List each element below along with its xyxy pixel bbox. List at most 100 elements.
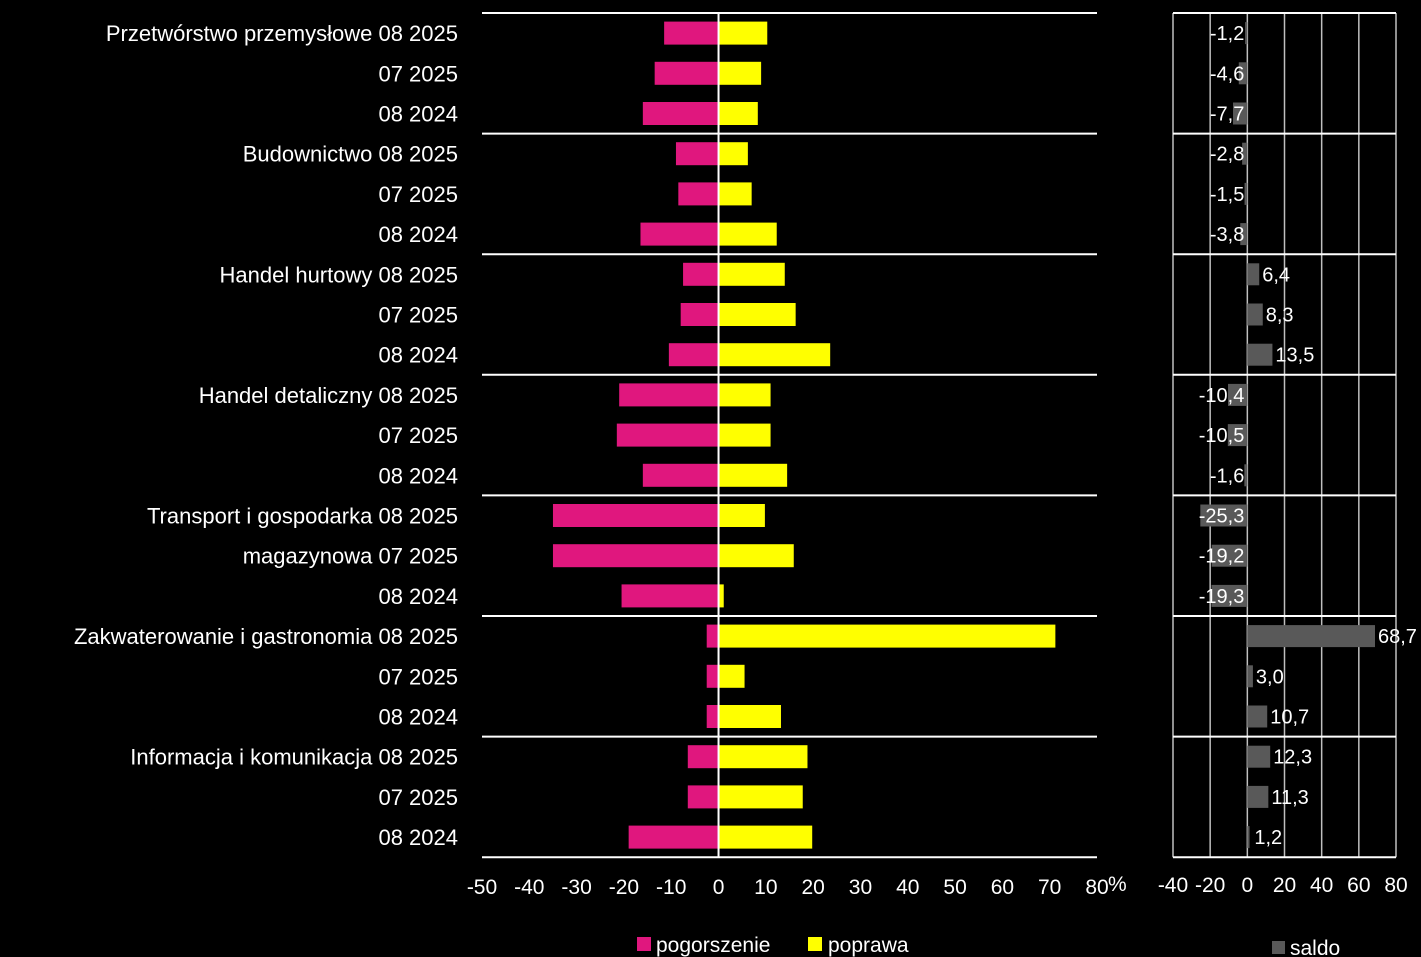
legend-label-poprawa: poprawa (828, 934, 909, 957)
bar-saldo (1240, 223, 1248, 246)
category-label: 08 2024 (378, 584, 458, 609)
bar-saldo (1245, 22, 1248, 45)
bar-saldo (1247, 303, 1263, 326)
legend-swatch-poprawa (808, 937, 822, 951)
bar-pogorszenie (687, 745, 719, 769)
bar-poprawa (718, 423, 771, 447)
bar-saldo (1238, 62, 1248, 85)
category-label: 08 2024 (378, 343, 458, 368)
category-label: 08 2024 (378, 825, 458, 850)
bar-saldo (1247, 665, 1253, 688)
bar-pogorszenie (640, 222, 719, 246)
bar-pogorszenie (687, 785, 719, 809)
bar-pogorszenie (706, 664, 719, 688)
category-label: Przetwórstwo przemysłowe 08 2025 (106, 21, 458, 46)
x-tick-label: 60 (1347, 874, 1370, 897)
bar-saldo (1244, 464, 1248, 487)
bar-pogorszenie (678, 182, 719, 206)
bar-saldo (1247, 705, 1268, 728)
bar-poprawa (718, 504, 765, 527)
x-tick-label: 40 (1310, 874, 1333, 897)
bar-poprawa (718, 624, 1056, 648)
data-label: -1,5 (1210, 184, 1244, 206)
data-label: -19,2 (1199, 546, 1245, 568)
data-label: 10,7 (1270, 707, 1309, 729)
bar-poprawa (718, 705, 781, 728)
bar-saldo (1228, 383, 1248, 406)
category-label: 08 2024 (378, 463, 458, 488)
bar-pogorszenie (619, 383, 719, 407)
bar-saldo (1247, 826, 1250, 849)
x-tick-label: 60 (991, 876, 1014, 899)
bar-pogorszenie (642, 102, 719, 125)
x-tick-label: 80 (1085, 876, 1108, 899)
x-tick-label: 0 (1241, 874, 1253, 897)
data-label: -2,8 (1210, 144, 1244, 166)
bar-pogorszenie (552, 504, 719, 527)
category-label: Informacja i komunikacja 08 2025 (130, 745, 458, 770)
data-label: 8,3 (1266, 305, 1294, 327)
bar-poprawa (718, 463, 788, 487)
x-tick-label: 20 (801, 876, 824, 899)
bar-saldo (1211, 544, 1248, 567)
data-label: -7,7 (1210, 104, 1244, 126)
bar-saldo (1247, 785, 1269, 808)
bar-poprawa (718, 182, 752, 206)
bar-poprawa (718, 745, 808, 769)
category-label: 07 2025 (378, 423, 458, 448)
x-tick-label: 0 (713, 876, 725, 899)
x-tick-label: 80 (1384, 874, 1407, 897)
bar-saldo (1244, 182, 1248, 205)
x-tick-label: 40 (896, 876, 919, 899)
bar-pogorszenie (706, 624, 719, 648)
bar-saldo (1247, 343, 1273, 366)
x-tick-label: -30 (561, 876, 591, 899)
category-label: Zakwaterowanie i gastronomia 08 2025 (74, 624, 458, 649)
x-tick-label: 10 (754, 876, 777, 899)
category-label: 07 2025 (378, 303, 458, 328)
bar-saldo (1247, 625, 1376, 648)
bar-poprawa (718, 222, 777, 246)
bar-poprawa (718, 303, 796, 326)
bar-pogorszenie (552, 544, 719, 568)
legend-swatch-saldo (1272, 941, 1285, 954)
bar-saldo (1200, 504, 1248, 527)
legend-swatch-pogorszenie (637, 937, 651, 951)
category-label: 07 2025 (378, 664, 458, 689)
bar-poprawa (718, 102, 758, 125)
bar-poprawa (718, 785, 803, 809)
bar-poprawa (718, 383, 771, 407)
category-label: Transport i gospodarka 08 2025 (147, 504, 458, 529)
x-tick-label: 70 (1038, 876, 1061, 899)
data-label: 68,7 (1378, 626, 1417, 648)
category-label: magazynowa 07 2025 (243, 544, 458, 569)
bar-poprawa (718, 343, 831, 367)
unit-label: % (1108, 873, 1127, 896)
category-label: 08 2024 (378, 705, 458, 730)
x-tick-label: -10 (656, 876, 686, 899)
bar-poprawa (718, 61, 762, 85)
category-label: 08 2024 (378, 102, 458, 127)
data-label: 1,2 (1254, 827, 1282, 849)
bar-pogorszenie (621, 584, 719, 608)
bar-pogorszenie (683, 262, 719, 286)
legend-label-saldo: saldo (1290, 937, 1340, 957)
data-label: 6,4 (1262, 264, 1290, 286)
data-label: -3,8 (1210, 224, 1244, 246)
bar-pogorszenie (706, 705, 719, 728)
legend: pogorszenie poprawa saldo (637, 934, 1340, 957)
category-label: Handel detaliczny 08 2025 (199, 383, 458, 408)
bar-poprawa (718, 825, 813, 849)
category-label: Handel hurtowy 08 2025 (220, 262, 459, 287)
x-tick-label: 30 (849, 876, 872, 899)
bar-pogorszenie (642, 463, 719, 487)
category-label: Budownictwo 08 2025 (243, 142, 458, 167)
left-chart: Przetwórstwo przemysłowe 08 2025 07 2025 0… (74, 12, 1127, 899)
x-tick-label: -20 (609, 876, 639, 899)
bar-pogorszenie (675, 142, 719, 166)
x-tick-label: -40 (1158, 874, 1188, 897)
bar-poprawa (718, 262, 785, 286)
bar-pogorszenie (654, 61, 719, 85)
data-label: -1,6 (1210, 465, 1244, 487)
